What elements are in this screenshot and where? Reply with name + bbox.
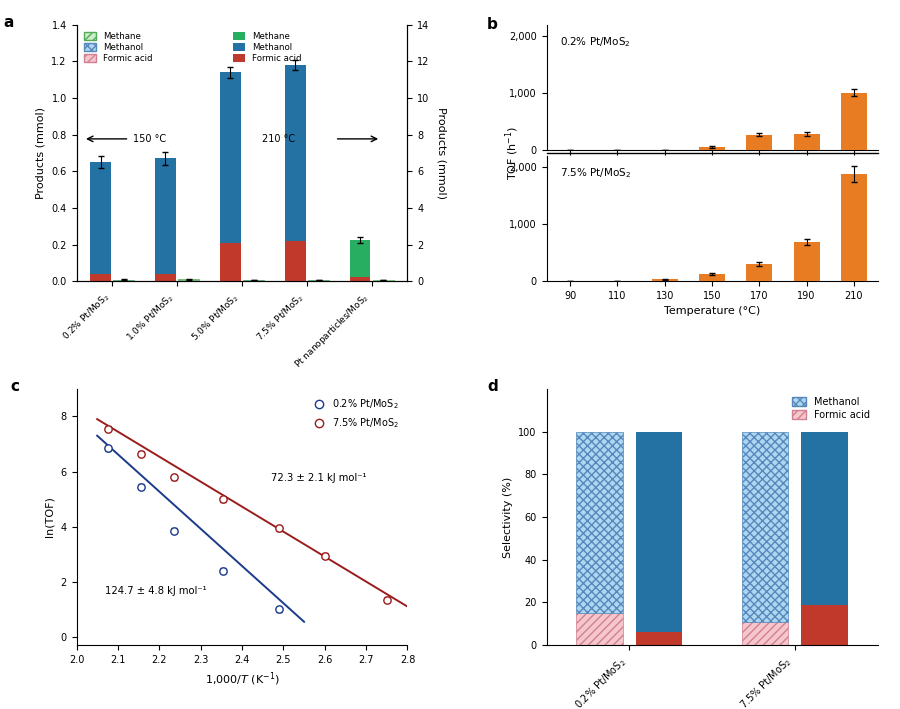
Point bbox=[133, 481, 148, 492]
Text: 124.7 ± 4.8 kJ mol⁻¹: 124.7 ± 4.8 kJ mol⁻¹ bbox=[105, 586, 207, 596]
Point bbox=[272, 523, 286, 534]
Bar bbox=[220, 242, 240, 281]
Bar bbox=[350, 240, 371, 277]
Bar bbox=[652, 279, 678, 281]
Point bbox=[100, 423, 114, 435]
Bar bbox=[746, 135, 772, 150]
Bar bbox=[742, 432, 788, 622]
Text: 0.2% Pt/MoS$_2$: 0.2% Pt/MoS$_2$ bbox=[560, 35, 630, 49]
Text: c: c bbox=[10, 379, 19, 393]
Bar bbox=[794, 242, 820, 281]
Bar bbox=[220, 72, 240, 242]
Bar bbox=[350, 277, 371, 281]
Bar bbox=[801, 432, 848, 605]
Point bbox=[166, 525, 181, 537]
Bar bbox=[636, 432, 682, 632]
Point bbox=[318, 550, 332, 562]
Bar bbox=[841, 93, 867, 150]
Legend: Methane, Methanol, Formic acid: Methane, Methanol, Formic acid bbox=[233, 32, 302, 63]
Y-axis label: Products (mmol): Products (mmol) bbox=[436, 107, 446, 199]
Text: b: b bbox=[487, 17, 498, 33]
Bar bbox=[90, 274, 111, 281]
Point bbox=[133, 448, 148, 459]
Point bbox=[216, 493, 230, 505]
Point bbox=[380, 594, 394, 605]
Bar bbox=[636, 632, 682, 645]
X-axis label: 1,000/$T$ (K$^{-1}$): 1,000/$T$ (K$^{-1}$) bbox=[204, 671, 279, 688]
Text: a: a bbox=[4, 15, 14, 30]
Text: TOF (h$^{-1}$): TOF (h$^{-1}$) bbox=[503, 126, 521, 180]
Point bbox=[216, 565, 230, 576]
Text: 150 °C: 150 °C bbox=[133, 134, 166, 144]
Bar bbox=[794, 133, 820, 150]
Point bbox=[166, 471, 181, 483]
Y-axis label: Selectivity (%): Selectivity (%) bbox=[503, 476, 513, 558]
Text: 210 °C: 210 °C bbox=[262, 134, 295, 144]
X-axis label: Temperature (°C): Temperature (°C) bbox=[664, 306, 760, 316]
Bar bbox=[699, 274, 725, 281]
Bar bbox=[742, 622, 788, 645]
Bar bbox=[576, 613, 623, 645]
Bar bbox=[155, 274, 176, 281]
Point bbox=[100, 442, 114, 454]
Bar bbox=[155, 159, 176, 274]
Bar bbox=[243, 280, 264, 281]
Bar bbox=[699, 147, 725, 150]
Text: d: d bbox=[487, 379, 498, 393]
Bar bbox=[113, 279, 134, 281]
Legend: Methanol, Formic acid: Methanol, Formic acid bbox=[789, 393, 873, 423]
Text: 7.5% Pt/MoS$_2$: 7.5% Pt/MoS$_2$ bbox=[560, 166, 631, 179]
Point bbox=[272, 603, 286, 615]
Bar bbox=[178, 279, 199, 281]
Bar bbox=[284, 241, 306, 281]
Y-axis label: ln(TOF): ln(TOF) bbox=[45, 496, 55, 537]
Bar bbox=[746, 264, 772, 281]
Text: 72.3 ± 2.1 kJ mol⁻¹: 72.3 ± 2.1 kJ mol⁻¹ bbox=[271, 473, 366, 483]
Legend: 0.2% Pt/MoS$_2$, 7.5% Pt/MoS$_2$: 0.2% Pt/MoS$_2$, 7.5% Pt/MoS$_2$ bbox=[305, 393, 402, 434]
Bar bbox=[374, 280, 394, 281]
Bar bbox=[90, 162, 111, 274]
Bar bbox=[576, 432, 623, 613]
Y-axis label: Products (mmol): Products (mmol) bbox=[36, 107, 46, 199]
Bar bbox=[841, 174, 867, 281]
Bar bbox=[284, 65, 306, 241]
Bar bbox=[801, 605, 848, 645]
Bar bbox=[308, 280, 329, 281]
